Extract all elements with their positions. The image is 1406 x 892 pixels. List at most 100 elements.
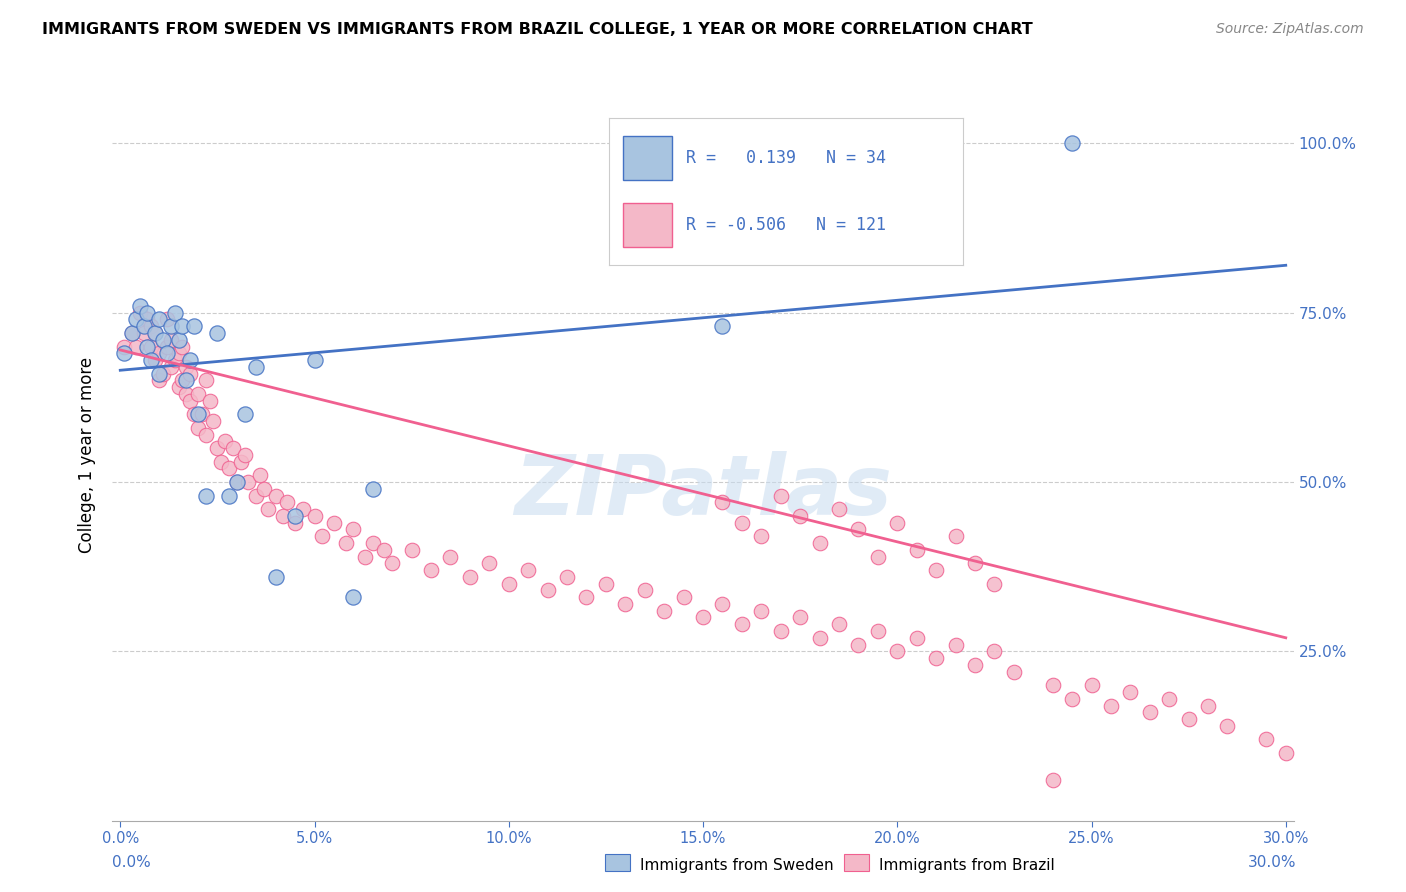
Point [769,489,792,503]
Text: IMMIGRANTS FROM SWEDEN VS IMMIGRANTS FROM BRAZIL COLLEGE, 1 YEAR OR MORE CORRELA: IMMIGRANTS FROM SWEDEN VS IMMIGRANTS FRO… [42,22,1033,37]
Point [143,326,166,340]
Point [342,523,364,537]
Point [1080,678,1102,692]
Point [749,604,772,618]
Point [925,563,948,577]
Point [323,516,346,530]
Point [198,393,221,408]
Point [225,475,247,489]
Point [179,393,201,408]
Point [273,508,295,523]
Text: 0.0%: 0.0% [112,855,152,870]
Point [207,326,229,340]
Point [148,373,170,387]
Point [284,508,307,523]
Point [156,346,179,360]
Point [342,590,364,604]
Point [225,475,247,489]
Point [925,651,948,665]
Point [1099,698,1122,713]
Text: Source: ZipAtlas.com: Source: ZipAtlas.com [1216,22,1364,37]
Point [905,631,928,645]
Point [634,583,657,598]
Point [575,590,598,604]
Bar [605,854,630,871]
Point [167,380,190,394]
Point [905,542,928,557]
Point [194,489,217,503]
Point [555,570,578,584]
Point [148,346,170,360]
Point [983,576,1005,591]
Point [886,644,908,658]
Point [731,516,754,530]
Point [152,333,174,347]
Point [1159,691,1181,706]
Point [183,407,205,421]
Point [478,556,501,570]
Point [692,610,714,624]
Point [167,346,190,360]
Point [141,353,163,368]
Point [828,502,851,516]
Point [156,340,179,354]
Point [187,407,209,421]
Point [257,502,280,516]
Point [159,333,181,347]
Point [291,502,314,516]
Point [517,563,540,577]
Point [191,407,214,421]
Point [136,312,159,326]
Point [808,536,831,550]
Point [304,353,326,368]
Point [136,306,159,320]
Point [136,340,159,354]
Point [238,475,260,489]
Point [848,523,870,537]
Point [335,536,357,550]
Point [253,482,276,496]
Point [381,556,404,570]
Text: ZIPatlas: ZIPatlas [515,451,891,532]
Point [866,624,889,638]
Point [963,657,986,672]
Point [179,353,201,368]
Point [159,359,181,374]
Point [202,414,225,428]
Point [614,597,637,611]
Point [945,529,967,543]
Point [159,319,181,334]
Point [207,441,229,455]
Point [245,489,267,503]
Point [174,373,197,387]
Point [128,306,150,320]
Point [121,326,143,340]
Point [789,508,811,523]
Point [156,312,179,326]
Point [276,495,298,509]
Point [1042,772,1064,787]
Point [194,373,217,387]
Point [536,583,558,598]
Point [749,529,772,543]
Point [264,489,287,503]
Point [152,367,174,381]
Point [132,326,155,340]
Point [163,353,186,368]
Point [187,387,209,401]
Point [361,482,384,496]
Point [652,604,675,618]
Point [731,617,754,632]
Point [373,542,395,557]
Point [304,508,326,523]
Point [194,427,217,442]
Point [218,461,240,475]
Point [311,529,333,543]
Point [1274,746,1296,760]
Point [179,367,201,381]
Point [112,346,135,360]
Point [1002,665,1025,679]
Point [401,542,423,557]
Point [886,516,908,530]
Point [945,638,967,652]
